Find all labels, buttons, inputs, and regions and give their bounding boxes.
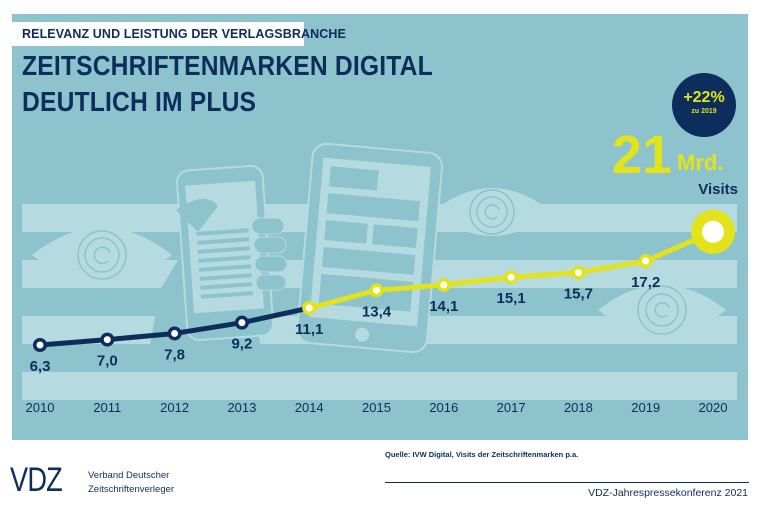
value-label: 7,8: [164, 346, 185, 363]
x-tick-label: 2019: [631, 400, 660, 415]
smartphone-hand-icon: [150, 165, 288, 345]
page-title-line1: ZEITSCHRIFTENMARKEN DIGITAL: [22, 50, 433, 81]
value-label: 14,1: [429, 298, 458, 315]
x-tick-label: 2013: [227, 400, 256, 415]
x-tick-label: 2017: [497, 400, 526, 415]
event-label: VDZ-Jahrespressekonferenz 2021: [588, 487, 748, 499]
value-label: 11,1: [295, 321, 323, 338]
x-tick-label: 2018: [564, 400, 593, 415]
vdz-logo: VDZ: [10, 461, 63, 499]
series-points: [33, 209, 735, 352]
growth-badge-caption: zu 2019: [691, 108, 717, 115]
value-label: 13,4: [362, 303, 392, 320]
data-point-center: [305, 304, 313, 312]
x-tick-label: 2020: [699, 400, 728, 415]
growth-badge-value: +22%: [683, 89, 725, 106]
value-label: 9,2: [231, 336, 252, 353]
value-label: 6,3: [30, 358, 51, 375]
highlight-number: 21: [611, 125, 672, 185]
value-label: 15,7: [564, 286, 593, 303]
data-point-center: [507, 273, 515, 281]
data-point-center: [373, 286, 380, 294]
eye-icon: [32, 227, 172, 283]
page-title-line2: DEUTLICH IM PLUS: [22, 86, 257, 117]
decorative-illustrations: [32, 142, 726, 354]
value-labels: 6,3 7,0 7,8 9,2 11,1 13,4 14,1 15,1 15,7 17,2: [30, 274, 661, 375]
highlight-label: Visits: [698, 181, 738, 198]
source-note: Quelle: IVW Digital, Visits der Zeitschr…: [385, 450, 579, 459]
eye-icon: [598, 285, 726, 335]
x-tick-label: 2015: [362, 400, 391, 415]
data-point-center: [36, 341, 44, 349]
value-label: 7,0: [97, 353, 118, 370]
background-band: [22, 372, 737, 400]
highlight-unit: Mrd.: [677, 150, 724, 175]
x-tick-label: 2014: [295, 400, 324, 415]
x-tick-label: 2016: [429, 400, 458, 415]
eye-icon: [432, 188, 552, 236]
footer-divider: [385, 482, 749, 483]
kicker-label: RELEVANZ UND LEISTUNG DER VERLAGSBRANCHE: [12, 22, 346, 46]
value-label: 17,2: [631, 274, 660, 291]
data-point-center: [642, 257, 650, 265]
x-tick-label: 2011: [93, 400, 121, 415]
x-tick-label: 2012: [160, 400, 189, 415]
org-name-line1: Verband Deutscher: [88, 470, 170, 481]
data-point-center: [103, 336, 111, 344]
data-point-center: [440, 281, 448, 289]
x-axis-tick-labels: 2010 2011 2012 2013 2014 2015 2016 2017 2018 2019…: [26, 400, 728, 415]
org-name-line2: Zeitschriftenverleger: [88, 484, 175, 495]
data-point-center: [171, 329, 179, 337]
x-tick-label: 2010: [26, 400, 55, 415]
data-point-center: [238, 319, 246, 327]
data-point-highlight-center: [702, 220, 724, 243]
value-label: 15,1: [496, 290, 525, 307]
data-point-center: [574, 269, 582, 277]
growth-badge: +22% zu 2019: [672, 73, 736, 137]
